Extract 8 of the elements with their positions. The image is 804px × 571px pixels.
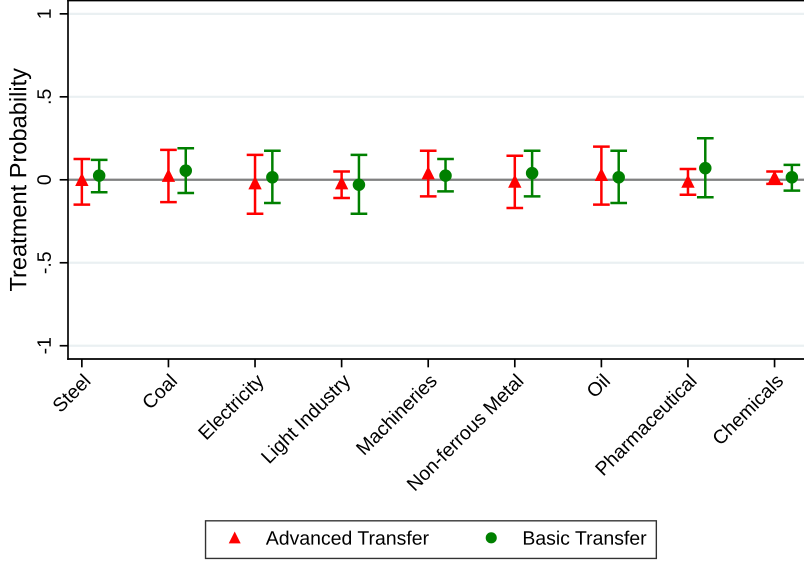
y-tick-label: 1 bbox=[37, 9, 51, 18]
y-tick-label: -.5 bbox=[37, 252, 51, 274]
y-axis-title: Treatment Probability bbox=[9, 68, 32, 292]
y-tick-label: -1 bbox=[37, 338, 51, 354]
y-tick-label: 0 bbox=[37, 175, 51, 184]
legend-label: Basic Transfer bbox=[524, 530, 646, 545]
y-tick-label: .5 bbox=[37, 90, 51, 104]
legend-label: Advanced Transfer bbox=[266, 530, 429, 545]
